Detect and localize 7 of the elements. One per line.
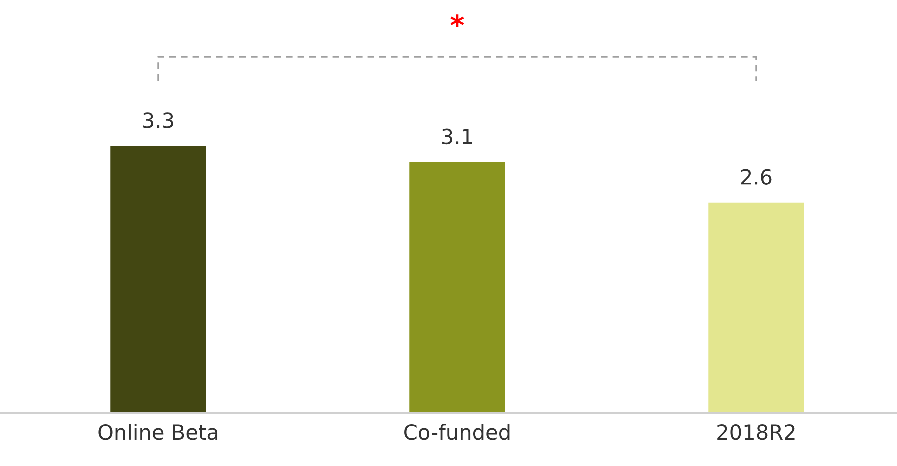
data-label: 3.3 [143,112,174,128]
x-tick-label: Online Beta [98,424,218,440]
x-tick-label: Co-funded [404,424,510,440]
x-tick-label: 2018R2 [718,424,795,440]
data-label: 3.1 [442,128,472,145]
text: * [450,14,464,28]
data-label: 2.6 [741,169,772,185]
